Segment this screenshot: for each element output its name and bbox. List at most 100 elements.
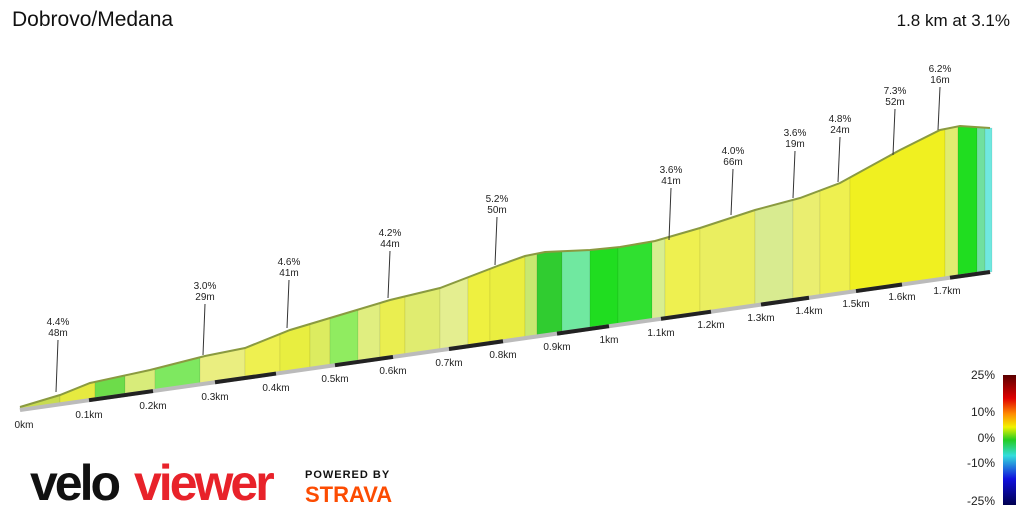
annotation-leader [55, 339, 59, 393]
annotation-length: 19m [785, 139, 804, 150]
profile-edge [19, 124, 991, 408]
profile-segment [819, 176, 851, 297]
annotation-length: 44m [380, 239, 399, 250]
baseline [19, 270, 991, 412]
annotation-grade: 4.0% [722, 146, 745, 157]
profile-segment [589, 246, 619, 330]
legend-label: -10% [967, 456, 995, 470]
annotation-grade: 3.6% [784, 128, 807, 139]
distance-label: 1.2km [697, 320, 724, 331]
annotation-length: 29m [195, 292, 214, 303]
distance-marker [855, 282, 903, 294]
annotation-length: 66m [723, 157, 742, 168]
annotation-length: 52m [885, 97, 904, 108]
powered-by: POWERED BY [305, 469, 390, 481]
annotation-grade: 4.6% [278, 257, 301, 268]
profile-segment [489, 255, 526, 344]
distance-label: 0km [15, 420, 34, 431]
strava: STRAVA [305, 482, 392, 507]
summary: 1.8 km at 3.1% [897, 11, 1010, 30]
annotation-length: 16m [930, 75, 949, 86]
annotation-grade: 4.8% [829, 114, 852, 125]
annotation-leader [286, 279, 290, 329]
gradient-scale [1003, 375, 1016, 505]
distance-marker [334, 354, 394, 368]
profile-segment [984, 127, 993, 274]
annotation-length: 41m [279, 268, 298, 279]
annotation-length: 48m [48, 328, 67, 339]
annotation-leader [668, 187, 672, 241]
annotation-leader [937, 86, 941, 131]
profile-segment [651, 237, 666, 321]
distance-label: 0.9km [543, 342, 570, 353]
annotation-grade: 3.6% [660, 165, 683, 176]
distance-marker [760, 295, 810, 307]
annotation-leader [792, 150, 796, 199]
annotation-leader [730, 168, 734, 216]
distance-label: 0.2km [139, 401, 166, 412]
distance-marker [214, 371, 277, 385]
annotation-grade: 6.2% [929, 64, 952, 75]
profile-segment [754, 199, 794, 306]
legend-label: 0% [978, 431, 996, 445]
profile-segment [561, 249, 591, 334]
title: Dobrovo/Medana [12, 8, 173, 31]
distance-marker [556, 324, 610, 336]
logo-velo: velo [30, 455, 120, 511]
profile-segment [944, 126, 959, 279]
distance-label: 0.5km [321, 374, 348, 385]
annotation-leader [202, 303, 206, 356]
annotation-length: 41m [661, 176, 680, 187]
distance-label: 1.7km [933, 286, 960, 297]
profile-segment [976, 126, 986, 275]
distance-label: 0.6km [379, 366, 406, 377]
distance-label: 0.7km [435, 358, 462, 369]
annotation-leader [494, 216, 498, 266]
logo-viewer: viewer [134, 455, 274, 511]
annotation-leader [837, 136, 841, 183]
profile: 0km 0.1km 0.2km 0.3km 0.4km 0.5km 0.6km 0.7km 0.… [15, 64, 993, 431]
distance-label: 1.4km [795, 306, 822, 317]
annotation-grade: 4.4% [47, 317, 70, 328]
distance-label: 0.3km [201, 392, 228, 403]
legend-label: 10% [971, 405, 995, 419]
profile-segment [664, 227, 701, 319]
profile-segment [309, 317, 331, 370]
distance-label: 1.5km [842, 299, 869, 310]
distance-label: 0.1km [75, 410, 102, 421]
distance-label: 0.4km [262, 383, 289, 394]
distance-label: 0.8km [489, 350, 516, 361]
profile-segment [617, 241, 653, 326]
profile-segment [957, 125, 978, 277]
annotation-leader [387, 250, 391, 299]
distance-marker [88, 389, 154, 403]
distance-label: 1.1km [647, 328, 674, 339]
annotation-grade: 4.2% [379, 228, 402, 239]
profile-segment [792, 190, 821, 301]
distance-label: 1km [600, 335, 619, 346]
distance-marker [448, 339, 504, 351]
profile-segment [536, 250, 563, 337]
profile-segment [379, 296, 406, 360]
profile-segment [329, 309, 359, 367]
profile-segment [439, 276, 469, 351]
distance-label: 1.3km [747, 313, 774, 324]
legend-label: -25% [967, 494, 995, 508]
annotation-grade: 5.2% [486, 194, 509, 205]
annotation-leader [892, 108, 896, 156]
distance-marker [660, 309, 712, 321]
distance-label: 1.6km [888, 292, 915, 303]
annotation-length: 50m [487, 205, 506, 216]
profile-segment [524, 253, 538, 339]
profile-segment [849, 128, 946, 293]
legend-label: 25% [971, 368, 995, 382]
profile-segment [404, 287, 441, 356]
annotation-grade: 7.3% [884, 86, 907, 97]
distance-marker [949, 270, 991, 280]
annotation-length: 24m [830, 125, 849, 136]
annotation-grade: 3.0% [194, 281, 217, 292]
profile-segment [467, 268, 491, 347]
profile-segment [357, 302, 381, 363]
